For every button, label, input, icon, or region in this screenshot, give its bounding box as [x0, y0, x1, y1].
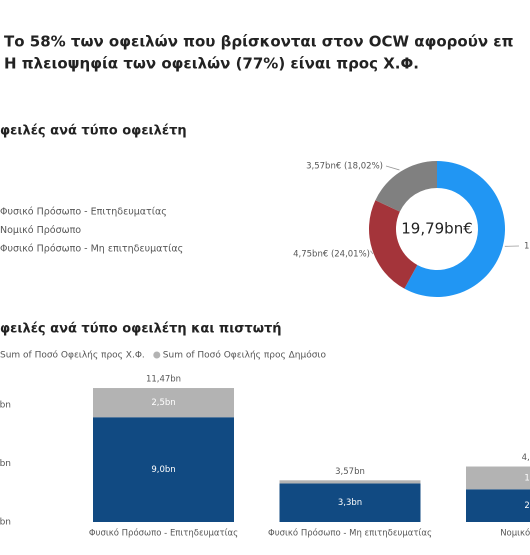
- y-tick-label: 5bn: [0, 459, 11, 469]
- bar-segment: [279, 480, 421, 484]
- data-label: 2,5bn: [151, 398, 175, 408]
- data-label: 3,3bn: [338, 498, 362, 508]
- legend-label: Νομικό Πρόσωπο: [0, 225, 81, 236]
- x-tick-label: Νομικό Πρόσωπο: [500, 528, 530, 539]
- data-label: 4,75bn€ (24,01%): [293, 250, 370, 260]
- headline: Η πλειοψηφία των οφειλών (77%) είναι προ…: [4, 55, 419, 73]
- headline: Το 58% των οφειλών που βρίσκονται στον O…: [4, 33, 513, 51]
- donut-slice: [404, 161, 505, 297]
- legend-label: Sum of Ποσό Οφειλής προς Χ.Φ.: [0, 350, 145, 361]
- legend-dot: [153, 351, 161, 359]
- donut-slice: [368, 200, 418, 289]
- legend-label: Φυσικό Πρόσωπο - Επιτηδευματίας: [0, 207, 167, 218]
- total-label: 4,75bn: [522, 453, 530, 463]
- data-label: 9,0bn: [151, 465, 175, 475]
- data-label: 3,57bn€ (18,02%): [306, 162, 383, 172]
- x-tick-label: Φυσικό Πρόσωπο - Επιτηδευματίας: [89, 528, 238, 539]
- legend-label: Φυσικό Πρόσωπο - Μη επιτηδευματίας: [0, 244, 183, 255]
- donut-slice: [375, 161, 437, 212]
- chart-title: φειλές ανά τύπο οφειλέτη και πιστωτή: [0, 322, 282, 337]
- total-label: 11,47bn: [146, 375, 181, 385]
- bar-segment: [466, 466, 530, 490]
- total-label: 3,57bn: [335, 467, 365, 477]
- bar-segment: [279, 483, 421, 522]
- legend-label: Sum of Ποσό Οφειλής προς Δημόσιο: [163, 350, 327, 361]
- bar-segment: [466, 489, 530, 522]
- data-label: 11,47bn€ (57,96%): [524, 242, 530, 252]
- bar-segment: [93, 417, 234, 522]
- x-tick-label: Φυσικό Πρόσωπο - Μη επιτηδευματίας: [268, 528, 432, 539]
- y-tick-label: 0bn: [0, 518, 11, 528]
- chart-title: φειλές ανά τύπο οφειλέτη: [0, 124, 187, 139]
- bar-segment: [93, 388, 234, 418]
- data-label: 1,9bn: [524, 473, 530, 483]
- y-tick-label: 10bn: [0, 401, 11, 411]
- center-label: 19,79bn€: [401, 220, 473, 238]
- data-label: 2,8bn: [524, 501, 530, 511]
- leader-line: [385, 165, 400, 171]
- leader-line: [370, 250, 374, 255]
